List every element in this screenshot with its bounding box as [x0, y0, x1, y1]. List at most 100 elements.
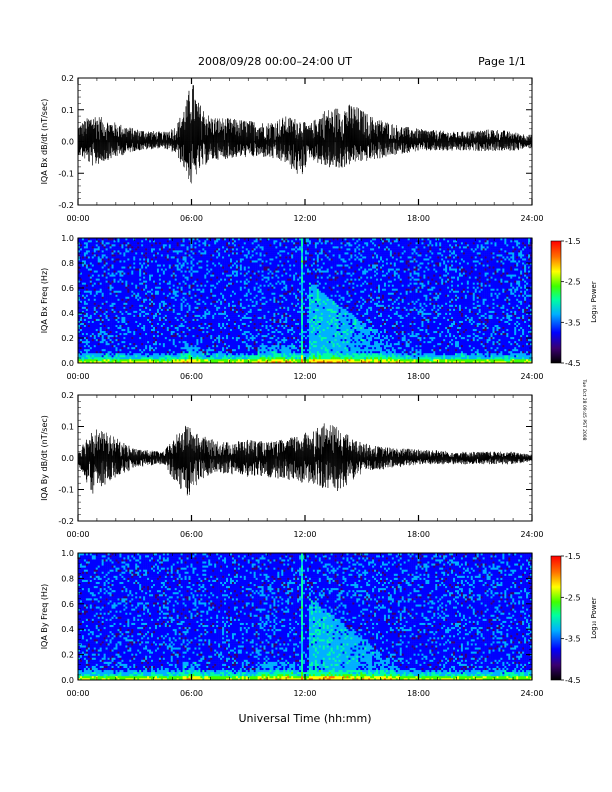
heatmap-cell: [121, 294, 123, 296]
heatmap-cell: [183, 353, 185, 355]
heatmap-cell: [185, 290, 187, 292]
heatmap-cell: [149, 341, 151, 343]
x-tick-label: 24:00: [520, 214, 543, 223]
heatmap-cell: [157, 359, 159, 361]
heatmap-cell: [143, 319, 145, 321]
heatmap-cell: [131, 301, 133, 303]
heatmap-cell: [92, 282, 94, 284]
heatmap-cell: [110, 248, 112, 250]
heatmap-cell: [96, 343, 98, 345]
heatmap-cell: [163, 345, 165, 347]
heatmap-cell: [143, 309, 145, 311]
heatmap-cell: [116, 286, 118, 288]
heatmap-cell: [147, 280, 149, 282]
heatmap-cell: [133, 256, 135, 258]
heatmap-cell: [187, 311, 189, 313]
heatmap-cell: [129, 286, 131, 288]
heatmap-cell: [110, 292, 112, 294]
heatmap-cell: [163, 331, 165, 333]
heatmap-cell: [177, 282, 179, 284]
heatmap-cell: [149, 325, 151, 327]
heatmap-cell: [177, 240, 179, 242]
heatmap-cell: [157, 242, 159, 244]
heatmap-cell: [187, 296, 189, 298]
heatmap-cell: [167, 250, 169, 252]
heatmap-cell: [129, 260, 131, 262]
heatmap-cell: [119, 270, 121, 272]
heatmap-cell: [185, 244, 187, 246]
heatmap-cell: [116, 303, 118, 305]
heatmap-cell: [106, 260, 108, 262]
heatmap-cell: [117, 307, 119, 309]
heatmap-cell: [161, 242, 163, 244]
heatmap-cell: [171, 345, 173, 347]
heatmap-cell: [165, 317, 167, 319]
heatmap-cell: [129, 331, 131, 333]
heatmap-cell: [181, 248, 183, 250]
heatmap-cell: [191, 351, 193, 353]
heatmap-cell: [143, 298, 145, 300]
heatmap-cell: [151, 282, 153, 284]
heatmap-cell: [149, 266, 151, 268]
heatmap-cell: [108, 345, 110, 347]
heatmap-cell: [80, 288, 82, 290]
heatmap-cell: [94, 244, 96, 246]
heatmap-cell: [155, 272, 157, 274]
heatmap-cell: [161, 298, 163, 300]
heatmap-cell: [157, 240, 159, 242]
heatmap-cell: [127, 351, 129, 353]
heatmap-cell: [175, 303, 177, 305]
heatmap-cell: [179, 351, 181, 353]
heatmap-cell: [167, 242, 169, 244]
heatmap-cell: [163, 333, 165, 335]
heatmap-cell: [179, 290, 181, 292]
heatmap-cell: [167, 337, 169, 339]
heatmap-cell: [110, 315, 112, 317]
heatmap-cell: [189, 325, 191, 327]
heatmap-cell: [110, 276, 112, 278]
heatmap-cell: [169, 266, 171, 268]
heatmap-cell: [129, 292, 131, 294]
heatmap-cell: [169, 284, 171, 286]
heatmap-cell: [125, 303, 127, 305]
heatmap-cell: [112, 280, 114, 282]
heatmap-cell: [102, 266, 104, 268]
heatmap-cell: [131, 298, 133, 300]
heatmap-cell: [110, 244, 112, 246]
heatmap-cell: [137, 351, 139, 353]
heatmap-cell: [86, 242, 88, 244]
heatmap-cell: [94, 313, 96, 315]
heatmap-cell: [88, 248, 90, 250]
heatmap-cell: [179, 327, 181, 329]
heatmap-cell: [155, 333, 157, 335]
heatmap-cell: [153, 270, 155, 272]
heatmap-cell: [116, 244, 118, 246]
heatmap-cell: [181, 250, 183, 252]
x-tick-label: 12:00: [293, 214, 316, 223]
heatmap-cell: [125, 244, 127, 246]
heatmap-cell: [185, 246, 187, 248]
heatmap-cell: [135, 244, 137, 246]
heatmap-cell: [187, 355, 189, 357]
heatmap-cell: [165, 284, 167, 286]
heatmap-cell: [159, 276, 161, 278]
heatmap-cell: [167, 303, 169, 305]
heatmap-cell: [106, 262, 108, 264]
heatmap-cell: [179, 309, 181, 311]
heatmap-cell: [141, 274, 143, 276]
heatmap-cell: [84, 290, 86, 292]
heatmap-cell: [123, 260, 125, 262]
heatmap-cell: [112, 351, 114, 353]
heatmap-cell: [102, 264, 104, 266]
heatmap-cell: [102, 353, 104, 355]
heatmap-cell: [114, 280, 116, 282]
heatmap-cell: [179, 335, 181, 337]
heatmap-cell: [183, 319, 185, 321]
heatmap-cell: [123, 290, 125, 292]
heatmap-cell: [104, 280, 106, 282]
heatmap-cell: [143, 349, 145, 351]
heatmap-cell: [167, 309, 169, 311]
heatmap-cell: [145, 335, 147, 337]
heatmap-cell: [119, 298, 121, 300]
heatmap-cell: [96, 294, 98, 296]
